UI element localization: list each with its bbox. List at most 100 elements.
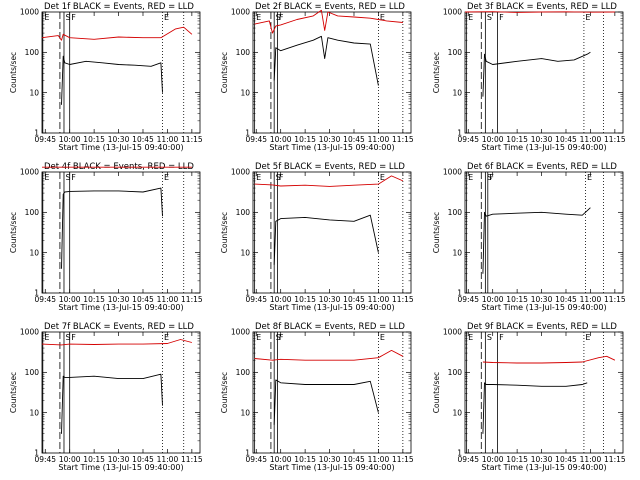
y-tick-label: 100 [448, 208, 463, 217]
y-tick-label: 10 [452, 248, 462, 257]
x-tick-label: 11:15 [392, 295, 414, 304]
marker-label: E [585, 13, 590, 22]
y-tick-label: 1000 [20, 168, 39, 177]
x-axis-label: Start Time (13-Jul-15 09:40:00) [269, 303, 394, 312]
marker-label: E [164, 333, 169, 342]
x-tick-label: 10:15 [294, 455, 316, 464]
x-tick-label: 10:15 [83, 135, 105, 144]
panel-det-9f: Det 9f BLACK = Events, RED = LLD 1 10 100 10… [432, 322, 626, 472]
plot-frame [252, 171, 412, 294]
panel-det-2f: Det 2f BLACK = Events, RED = LLD 1 10 100 10… [220, 2, 414, 152]
y-tick-label: 10 [240, 248, 250, 257]
x-tick-label: 10:00 [59, 455, 81, 464]
x-tick-label: 10:15 [506, 455, 528, 464]
x-tick-label: 10:45 [555, 295, 577, 304]
marker-label: F [71, 173, 76, 182]
y-tick-label: 1 [245, 449, 250, 458]
events-series-line [61, 187, 163, 269]
x-tick-label: 10:15 [83, 455, 105, 464]
x-tick-label: 09:45 [245, 135, 267, 144]
marker-label: E [468, 173, 473, 182]
y-tick-label: 1000 [231, 328, 250, 337]
panel-title: Det 8f BLACK = Events, RED = LLD [255, 322, 405, 332]
x-tick-label: 10:15 [506, 295, 528, 304]
marker-label: E [468, 13, 473, 22]
marker-label: S [276, 333, 281, 342]
y-tick-label: 1 [34, 129, 39, 138]
marker-label: F [279, 13, 284, 22]
marker-label: E [380, 333, 385, 342]
marker-label: S [65, 173, 70, 182]
panel-det-1f: Det 1f BLACK = Events, RED = LLD 1 10 100 10… [9, 2, 203, 152]
plot-frame [464, 331, 624, 454]
marker-label: S [276, 173, 281, 182]
marker-label: F [279, 333, 284, 342]
marker-label: F [499, 333, 504, 342]
marker-label: F [71, 13, 76, 22]
marker-label: E [44, 173, 49, 182]
plot-frame [41, 11, 201, 134]
x-tick-label: 09:45 [34, 295, 56, 304]
marker-label: E [256, 13, 261, 22]
y-axis-label: Counts/sec [220, 372, 229, 413]
marker-label: E [468, 333, 473, 342]
x-axis-label: Start Time (13-Jul-15 09:40:00) [58, 143, 183, 152]
x-axis-label: Start Time (13-Jul-15 09:40:00) [481, 463, 606, 472]
x-tick-label: 10:00 [270, 135, 292, 144]
panel-title: Det 3f BLACK = Events, RED = LLD [467, 2, 617, 12]
y-tick-label: 1000 [443, 8, 462, 17]
events-series-line [273, 214, 379, 265]
panel-title: Det 9f BLACK = Events, RED = LLD [467, 322, 617, 332]
x-tick-label: 11:15 [392, 455, 414, 464]
x-tick-label: 09:45 [457, 295, 479, 304]
panel-det-6f: Det 6f BLACK = Events, RED = LLD 1 10 100 10… [432, 162, 626, 312]
panel-title: Det 5f BLACK = Events, RED = LLD [255, 162, 405, 172]
y-tick-label: 100 [236, 208, 251, 217]
marker-label: F [279, 173, 284, 182]
marker-label: E [380, 13, 385, 22]
marker-label: E [380, 173, 385, 182]
y-tick-label: 1000 [231, 8, 250, 17]
x-tick-label: 10:30 [108, 455, 130, 464]
x-tick-label: 11:15 [181, 135, 203, 144]
events-series-line [61, 55, 163, 105]
x-tick-label: 10:30 [108, 135, 130, 144]
y-tick-label: 1 [34, 449, 39, 458]
x-tick-label: 10:30 [319, 295, 341, 304]
y-tick-label: 1 [245, 289, 250, 298]
x-tick-label: 10:45 [132, 135, 154, 144]
y-tick-label: 100 [25, 208, 40, 217]
y-tick-label: 1 [245, 129, 250, 138]
lld-series-line [41, 26, 193, 41]
y-tick-label: 10 [452, 88, 462, 97]
x-tick-label: 09:45 [34, 135, 56, 144]
y-tick-label: 10 [240, 88, 250, 97]
x-tick-label: 10:30 [531, 135, 553, 144]
x-tick-label: 11:15 [392, 135, 414, 144]
marker-label: E [164, 13, 169, 22]
x-tick-label: 11:15 [181, 295, 203, 304]
y-axis-label: Counts/sec [220, 212, 229, 253]
x-tick-label: 10:00 [482, 135, 504, 144]
x-tick-label: 11:00 [580, 455, 602, 464]
x-tick-label: 10:45 [343, 135, 365, 144]
x-tick-label: 11:00 [580, 135, 602, 144]
x-tick-label: 10:45 [132, 455, 154, 464]
x-tick-label: 10:00 [482, 295, 504, 304]
events-series-line [482, 382, 588, 434]
events-series-line [482, 207, 591, 274]
x-tick-label: 10:45 [555, 135, 577, 144]
plot-frame [464, 11, 624, 134]
x-tick-label: 11:00 [580, 295, 602, 304]
x-tick-label: 10:00 [270, 455, 292, 464]
x-tick-label: 10:00 [59, 135, 81, 144]
x-tick-label: 10:00 [482, 455, 504, 464]
marker-label: E [44, 13, 49, 22]
panel-det-8f: Det 8f BLACK = Events, RED = LLD 1 10 100 10… [220, 322, 414, 472]
y-tick-label: 100 [25, 48, 40, 57]
marker-label: S [487, 173, 492, 182]
x-tick-label: 11:15 [604, 455, 626, 464]
y-axis-label: Counts/sec [220, 52, 229, 93]
panel-title: Det 1f BLACK = Events, RED = LLD [44, 2, 194, 12]
x-tick-label: 10:15 [294, 135, 316, 144]
